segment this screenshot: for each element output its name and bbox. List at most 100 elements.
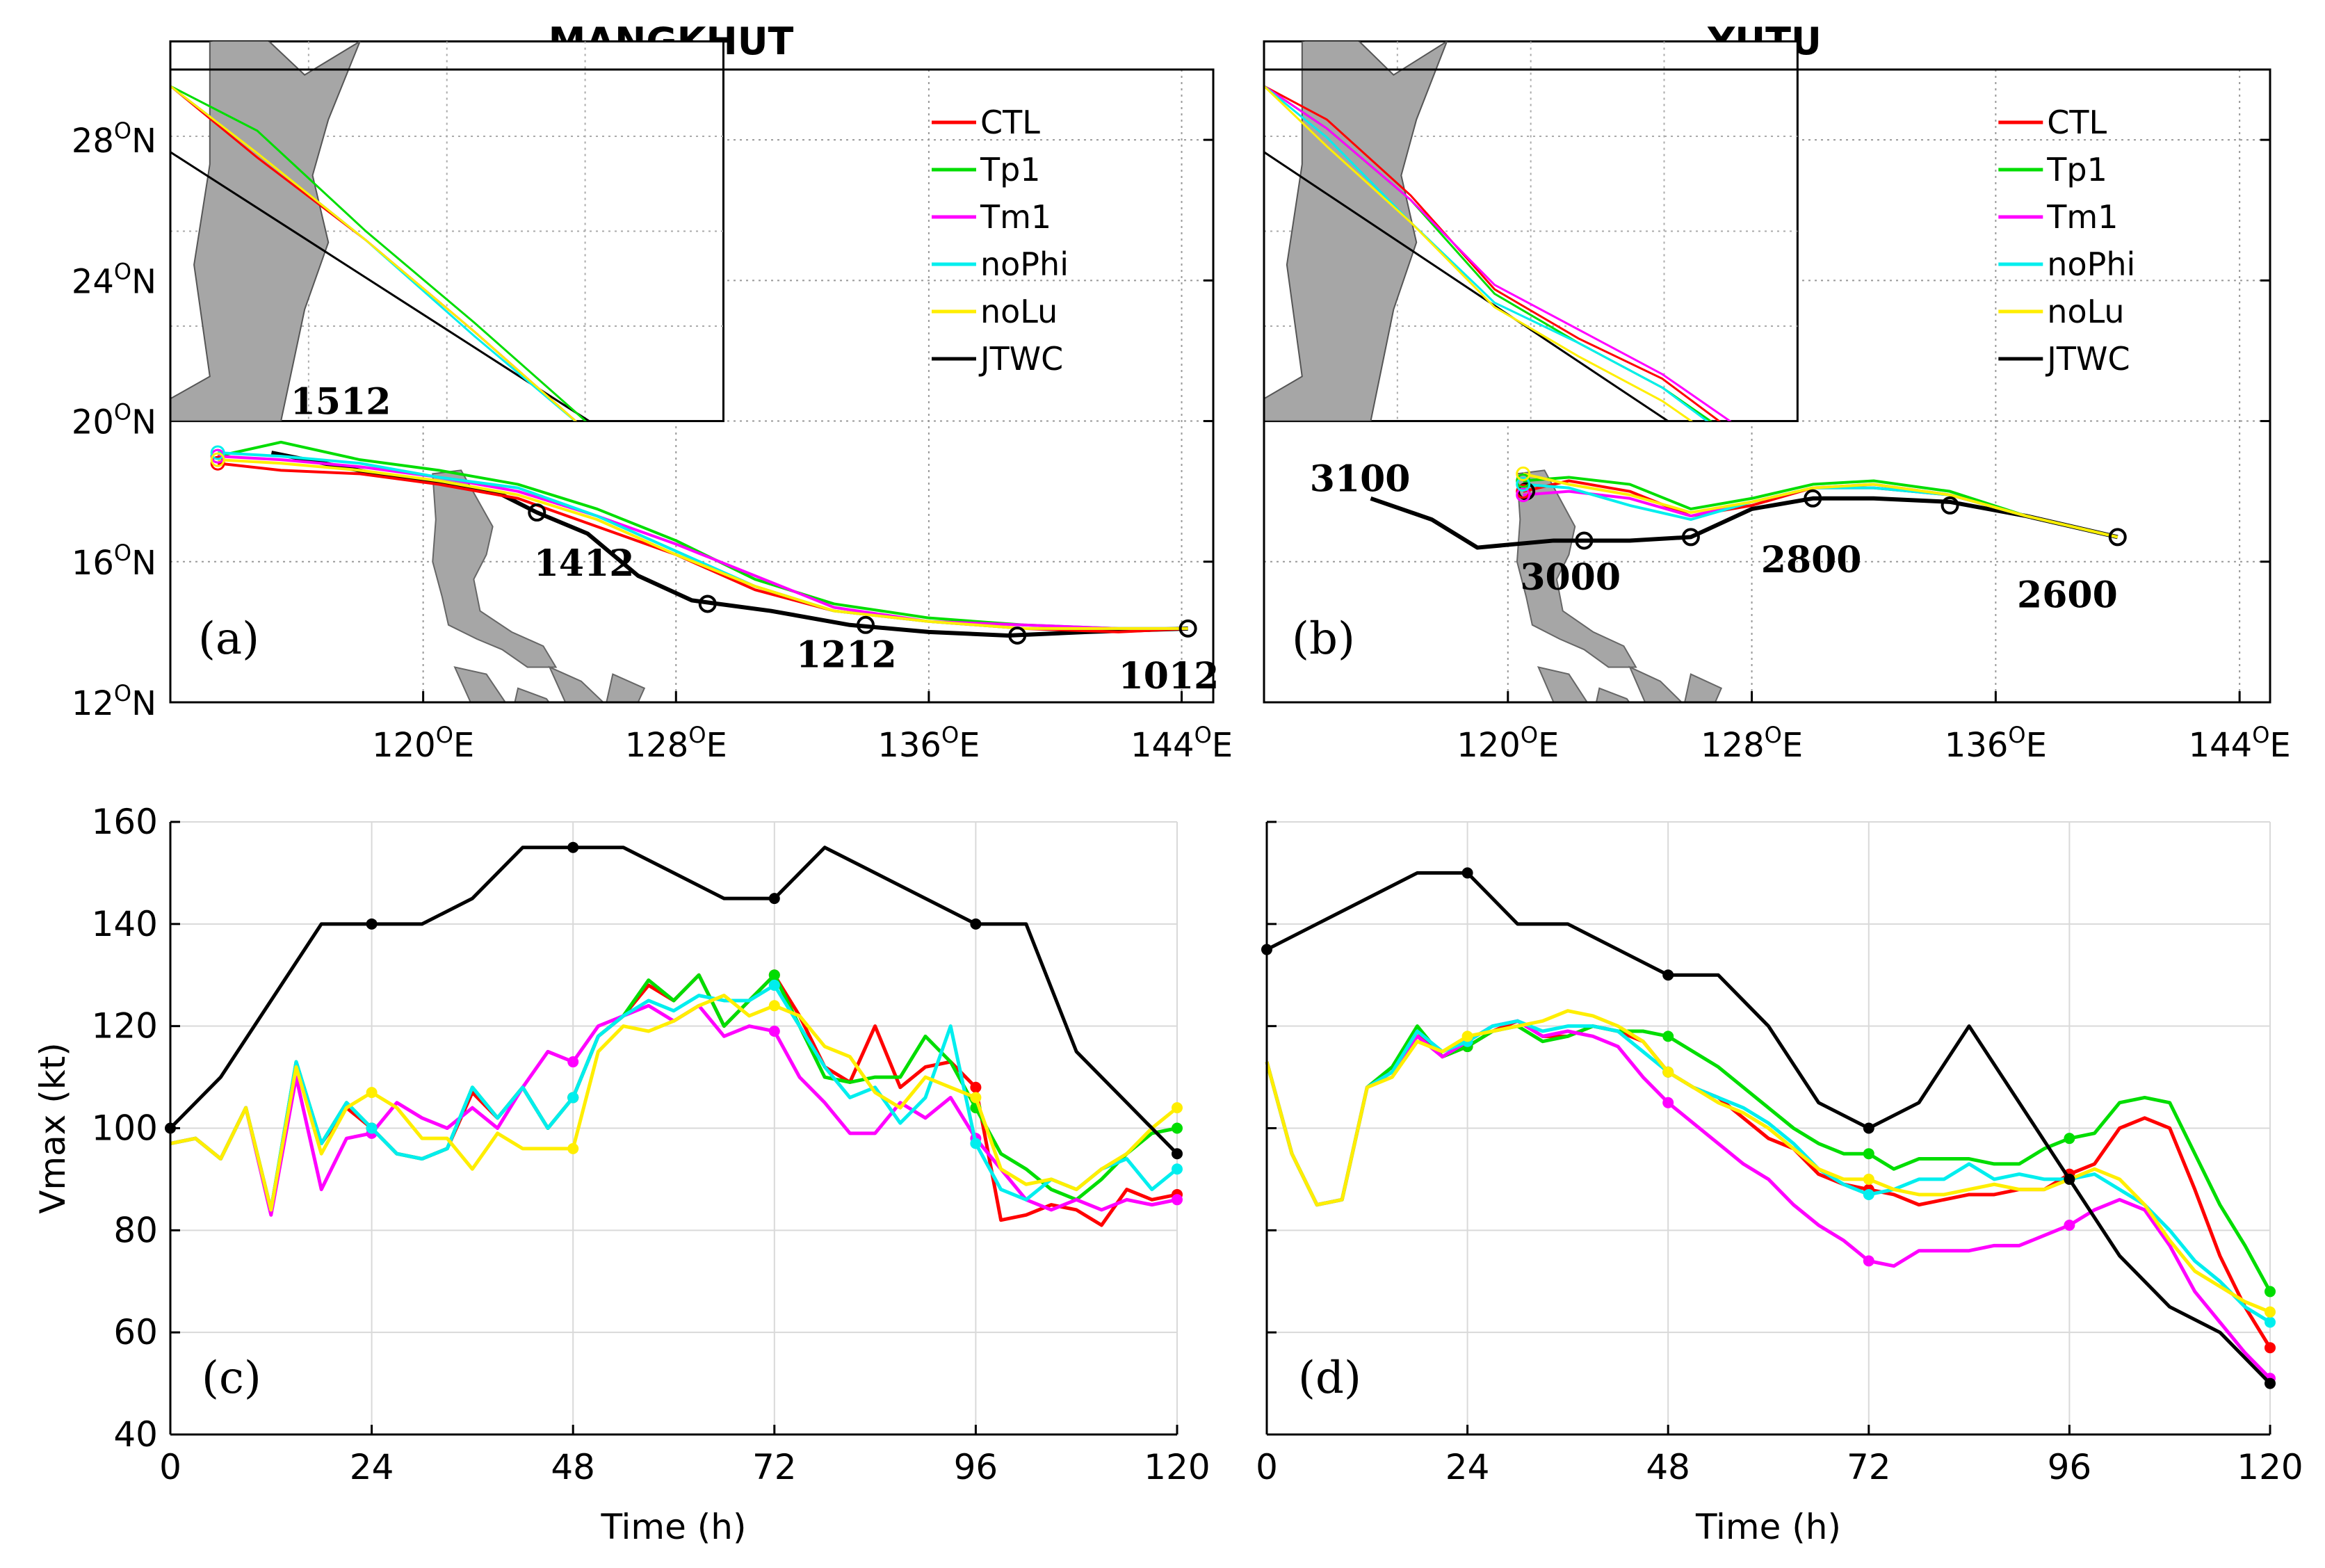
series-marker-tp1 xyxy=(2064,1133,2075,1145)
panel-label: (c) xyxy=(202,1352,261,1404)
date-label-3000: 3000 xyxy=(1520,556,1621,599)
date-label-1012: 1012 xyxy=(1119,655,1220,697)
series-marker-nolu xyxy=(567,1142,579,1154)
track-jtwc xyxy=(1370,496,2119,550)
series-marker-jtwc xyxy=(1461,867,1473,879)
jtwc-position-marker xyxy=(1008,626,1027,645)
xtick-label-136: 136OE xyxy=(1945,722,2047,765)
series-marker-tm1 xyxy=(2064,1219,2075,1231)
series-marker-nolu xyxy=(768,1000,780,1012)
land-island xyxy=(453,666,507,702)
ytick-label-16: 16ON xyxy=(72,540,156,583)
map-frame xyxy=(1263,68,2271,704)
track-tm1 xyxy=(218,455,1188,630)
series-marker-tp1 xyxy=(1172,1122,1183,1134)
series-marker-ctl xyxy=(970,1081,982,1093)
ytick-label-12: 12ON xyxy=(72,680,156,723)
series-line-jtwc xyxy=(169,846,1178,1155)
series-marker-jtwc xyxy=(1172,1148,1183,1160)
series-marker-nophi xyxy=(970,1138,982,1149)
series-marker-tm1 xyxy=(1863,1255,1874,1267)
series-line-nophi xyxy=(1265,1019,2271,1324)
series-marker-jtwc xyxy=(2265,1377,2276,1389)
inset-track-nolu xyxy=(170,85,578,421)
land-island xyxy=(606,673,646,702)
land-island xyxy=(1628,665,1683,702)
land-luzon xyxy=(432,469,558,668)
legend-label-nolu: noLu xyxy=(980,293,1058,330)
jtwc-position-marker xyxy=(1804,489,1822,508)
panel-b: 3100 3000 2800 2600 120OE 128OE 136OE 144OE CTL T… xyxy=(1263,40,2291,765)
land-island xyxy=(1537,666,1588,702)
series-marker-tp1 xyxy=(1662,1030,1674,1042)
zoom-inset xyxy=(169,40,724,423)
legend-label-tm1: Tm1 xyxy=(2046,198,2118,236)
legend-label-jtwc: JTWC xyxy=(978,340,1063,378)
legend-label-nophi: noPhi xyxy=(980,245,1069,283)
xtick-label-120: 120OE xyxy=(1457,722,1559,765)
legend-label-nophi: noPhi xyxy=(2047,245,2135,283)
land-island xyxy=(548,665,605,702)
track-start-marker-tm1 xyxy=(1516,487,1531,503)
series-marker-nolu xyxy=(1461,1030,1473,1042)
date-label-1412: 1412 xyxy=(534,542,635,585)
ytick-label-120: 120 xyxy=(92,1006,158,1046)
series-marker-nophi xyxy=(1172,1163,1183,1175)
xtick-label-128: 128OE xyxy=(625,722,727,765)
track-nolu xyxy=(1523,472,2119,539)
track-start-marker-nophi xyxy=(1516,477,1531,492)
series-marker-nophi xyxy=(1863,1188,1874,1200)
xtick-label-72: 72 xyxy=(1847,1447,1891,1487)
inset-track-tm1 xyxy=(1264,85,1732,421)
inset-land xyxy=(1264,41,1448,421)
inset-track-nolu xyxy=(1264,85,1694,421)
ytick-label-80: 80 xyxy=(113,1210,158,1250)
inset-land xyxy=(170,41,361,421)
legend-label-jtwc: JTWC xyxy=(2045,340,2130,378)
legend-label-ctl: CTL xyxy=(2047,104,2107,141)
xtick-label-128: 128OE xyxy=(1701,722,1803,765)
jtwc-position-marker xyxy=(1575,531,1594,550)
legend-label-tm1: Tm1 xyxy=(980,198,1051,236)
xtick-label-24: 24 xyxy=(1445,1447,1490,1487)
series-marker-jtwc xyxy=(970,918,982,930)
panel-label: (b) xyxy=(1292,613,1355,665)
ytick-label-28: 28ON xyxy=(72,118,156,161)
xtick-label-96: 96 xyxy=(2048,1447,2092,1487)
date-label-2600: 2600 xyxy=(2017,574,2118,617)
series-marker-tp1 xyxy=(1863,1148,1874,1160)
legend-label-tp1: Tp1 xyxy=(980,151,1041,188)
series-marker-nolu xyxy=(2265,1306,2276,1318)
series-line-nolu xyxy=(1265,1009,2271,1314)
xtick-label-120: 120 xyxy=(1144,1447,1210,1487)
series-marker-nophi xyxy=(366,1122,378,1134)
land-island xyxy=(1595,687,1630,702)
legend-label-nolu: noLu xyxy=(2047,293,2124,330)
jtwc-position-marker xyxy=(1681,528,1700,547)
series-marker-jtwc xyxy=(2064,1173,2075,1185)
xtick-label-48: 48 xyxy=(551,1447,595,1487)
date-label-3100: 3100 xyxy=(1310,458,1411,501)
series-marker-nolu xyxy=(1662,1066,1674,1078)
track-tp1 xyxy=(1523,476,2119,539)
x-axis-title: Time (h) xyxy=(601,1507,747,1547)
series-marker-tp1 xyxy=(2265,1286,2276,1298)
series-marker-nolu xyxy=(366,1087,378,1099)
land-luzon xyxy=(1516,469,1637,668)
ytick-label-60: 60 xyxy=(113,1312,158,1352)
series-marker-jtwc xyxy=(1662,969,1674,981)
inset-track-jtwc xyxy=(1264,150,1670,421)
jtwc-position-marker xyxy=(2108,528,2127,547)
series-marker-tm1 xyxy=(1662,1097,1674,1108)
inset-track-jtwc xyxy=(170,150,592,421)
ytick-label-24: 24ON xyxy=(72,258,156,301)
land-island xyxy=(514,687,550,702)
track-start-marker-nolu xyxy=(1516,466,1531,481)
inset-track-tp1 xyxy=(170,85,588,421)
panel-d: 0 24 48 72 96 120 Time (h) (d) xyxy=(1256,821,2303,1547)
series-marker-jtwc xyxy=(567,841,579,853)
xtick-label-144: 144OE xyxy=(2189,722,2291,765)
date-label-1212: 1212 xyxy=(796,633,897,676)
series-marker-nophi xyxy=(2265,1316,2276,1328)
